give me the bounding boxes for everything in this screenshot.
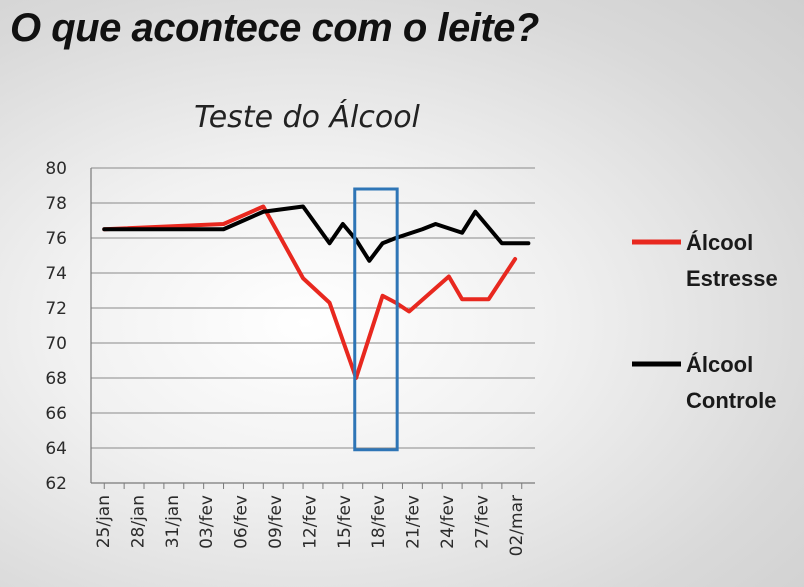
highlight-rect	[353, 187, 399, 452]
y-tick-label: 80	[45, 159, 67, 179]
chart-title: Teste do Álcool	[194, 99, 420, 135]
y-tick-label: 72	[45, 299, 67, 319]
x-tick-label: 27/fev	[472, 495, 492, 549]
x-tick-label: 15/fev	[335, 495, 355, 549]
series-line-0	[102, 204, 518, 380]
x-axis-ticks: 25/jan 28/jan 31/jan 03/fev 06/fev 09/fev 12/f…	[94, 483, 527, 556]
x-tick-label: 06/fev	[232, 495, 252, 549]
series-line-1	[102, 204, 531, 263]
x-tick-label: 25/jan	[94, 495, 114, 548]
slide-title: O que acontece com o leite?	[10, 6, 539, 50]
y-tick-label: 76	[45, 229, 67, 249]
y-tick-label: 64	[45, 439, 67, 459]
y-tick-label: 68	[45, 369, 67, 389]
y-tick-label: 78	[45, 194, 67, 214]
legend-label-1: Álcool Controle	[686, 352, 776, 413]
x-tick-label: 18/fev	[369, 495, 389, 549]
series-lines	[102, 204, 531, 380]
legend: Álcool Estresse Álcool Controle	[632, 230, 778, 413]
highlight-box	[353, 187, 399, 452]
x-tick-label: 09/fev	[266, 495, 286, 549]
y-tick-label: 70	[45, 334, 67, 354]
y-tick-label: 74	[45, 264, 67, 284]
y-tick-label: 66	[45, 404, 67, 424]
x-tick-label: 31/jan	[163, 495, 183, 548]
x-tick-label: 12/fev	[300, 495, 320, 549]
y-tick-label: 62	[45, 474, 67, 494]
x-tick-label: 28/jan	[128, 495, 148, 548]
x-tick-label: 02/mar	[507, 495, 527, 556]
axes	[90, 168, 535, 484]
gridlines	[91, 167, 535, 449]
y-axis-ticks: 62 64 66 68 70 72 74 76 78 80	[45, 159, 67, 494]
legend-label-0: Álcool Estresse	[686, 230, 778, 291]
x-tick-label: 21/fev	[404, 495, 424, 549]
x-tick-label: 24/fev	[438, 495, 458, 549]
x-tick-label: 03/fev	[197, 495, 217, 549]
